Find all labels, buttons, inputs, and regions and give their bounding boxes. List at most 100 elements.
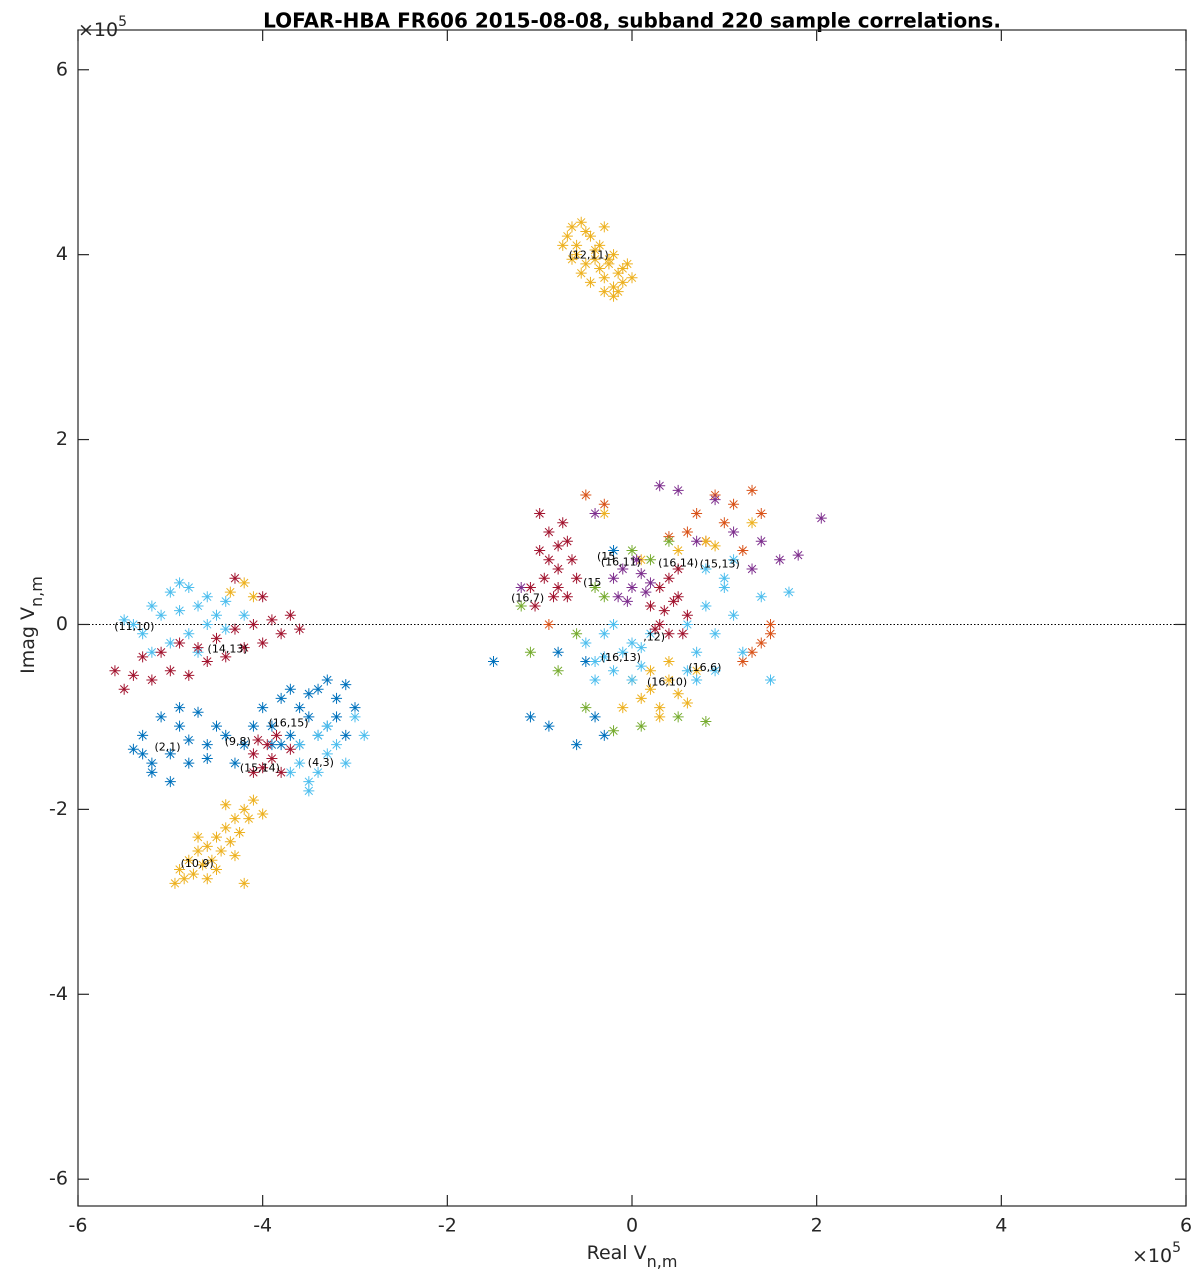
data-point bbox=[654, 581, 666, 593]
data-point bbox=[608, 249, 620, 261]
data-point bbox=[303, 711, 315, 723]
data-point bbox=[709, 665, 721, 677]
data-point bbox=[284, 743, 296, 755]
data-point bbox=[275, 692, 287, 704]
data-point bbox=[792, 549, 804, 561]
data-point bbox=[238, 739, 250, 751]
data-point bbox=[561, 591, 573, 603]
data-point bbox=[155, 646, 167, 658]
data-point bbox=[672, 545, 684, 557]
data-point bbox=[575, 216, 587, 228]
plot-area bbox=[78, 216, 1186, 889]
data-point bbox=[635, 692, 647, 704]
data-point bbox=[234, 826, 246, 838]
data-point bbox=[137, 729, 149, 741]
data-point bbox=[169, 877, 181, 889]
data-point bbox=[681, 526, 693, 538]
data-point bbox=[312, 766, 324, 778]
data-point bbox=[247, 618, 259, 630]
y-label-sub: n,m bbox=[27, 576, 46, 607]
y-axis-label: Imag Vn,m bbox=[17, 576, 46, 674]
data-point bbox=[146, 600, 158, 612]
data-point bbox=[146, 757, 158, 769]
data-point bbox=[321, 748, 333, 760]
data-point bbox=[608, 281, 620, 293]
data-point bbox=[538, 572, 550, 584]
data-point bbox=[774, 554, 786, 566]
data-point bbox=[626, 637, 638, 649]
data-point bbox=[206, 854, 218, 866]
data-point bbox=[571, 739, 583, 751]
data-point bbox=[174, 702, 186, 714]
data-point bbox=[617, 563, 629, 575]
y-tick-label: 4 bbox=[56, 243, 68, 265]
data-point bbox=[146, 646, 158, 658]
annotation: (16,11) bbox=[601, 556, 641, 569]
data-point bbox=[709, 628, 721, 640]
data-point bbox=[626, 272, 638, 284]
data-point bbox=[247, 591, 259, 603]
annotation: (14,13) bbox=[208, 642, 248, 655]
data-point bbox=[243, 813, 255, 825]
data-point bbox=[137, 651, 149, 663]
data-point bbox=[755, 591, 767, 603]
data-point bbox=[598, 591, 610, 603]
x-exponent-power: 5 bbox=[1172, 1240, 1181, 1256]
data-point bbox=[238, 877, 250, 889]
data-point bbox=[718, 517, 730, 529]
data-point bbox=[598, 498, 610, 510]
data-point bbox=[201, 739, 213, 751]
data-point bbox=[617, 276, 629, 288]
data-point bbox=[211, 863, 222, 875]
data-point bbox=[215, 845, 227, 857]
data-point bbox=[663, 572, 675, 584]
data-point bbox=[294, 623, 306, 635]
data-point bbox=[220, 595, 232, 607]
data-point bbox=[580, 226, 592, 238]
data-point bbox=[672, 711, 684, 723]
data-point bbox=[109, 665, 121, 677]
data-point bbox=[663, 628, 675, 640]
data-point bbox=[201, 618, 213, 630]
data-point bbox=[557, 239, 569, 251]
data-point bbox=[598, 286, 610, 298]
data-point bbox=[183, 581, 195, 593]
data-point bbox=[691, 665, 703, 677]
data-point bbox=[349, 711, 361, 723]
annotation: (12,11) bbox=[569, 249, 609, 262]
data-point bbox=[635, 642, 647, 654]
data-point bbox=[654, 480, 666, 492]
data-point bbox=[552, 665, 564, 677]
data-point bbox=[608, 665, 620, 677]
y-tick-label: 0 bbox=[56, 613, 68, 635]
data-point bbox=[571, 249, 583, 261]
data-point bbox=[815, 512, 827, 524]
data-point bbox=[589, 581, 601, 593]
data-point bbox=[700, 535, 712, 547]
data-point bbox=[238, 609, 250, 621]
data-point bbox=[765, 674, 776, 686]
data-point bbox=[589, 508, 601, 520]
data-point bbox=[127, 669, 139, 681]
x-tick-label: 2 bbox=[811, 1215, 823, 1237]
x-tick-label: -4 bbox=[253, 1215, 272, 1237]
data-point bbox=[681, 609, 693, 621]
data-point bbox=[654, 702, 666, 714]
data-point bbox=[617, 702, 629, 714]
data-point bbox=[257, 808, 269, 820]
data-point bbox=[137, 628, 149, 640]
data-point bbox=[178, 873, 190, 885]
data-point bbox=[164, 776, 176, 788]
data-point bbox=[612, 267, 624, 279]
y-tick-label: 6 bbox=[56, 58, 68, 80]
data-point bbox=[303, 785, 315, 797]
annotation: (16,6) bbox=[688, 661, 721, 674]
data-point bbox=[543, 526, 555, 538]
data-point bbox=[284, 729, 296, 741]
data-point bbox=[612, 591, 624, 603]
data-point bbox=[626, 545, 638, 557]
annotation: (4,3) bbox=[308, 756, 334, 769]
data-point bbox=[626, 674, 638, 686]
data-point bbox=[220, 651, 232, 663]
axes: -6 -4 -2 0 2 4 6 -6 -4 -2 0 2 4 6 bbox=[49, 29, 1192, 1237]
